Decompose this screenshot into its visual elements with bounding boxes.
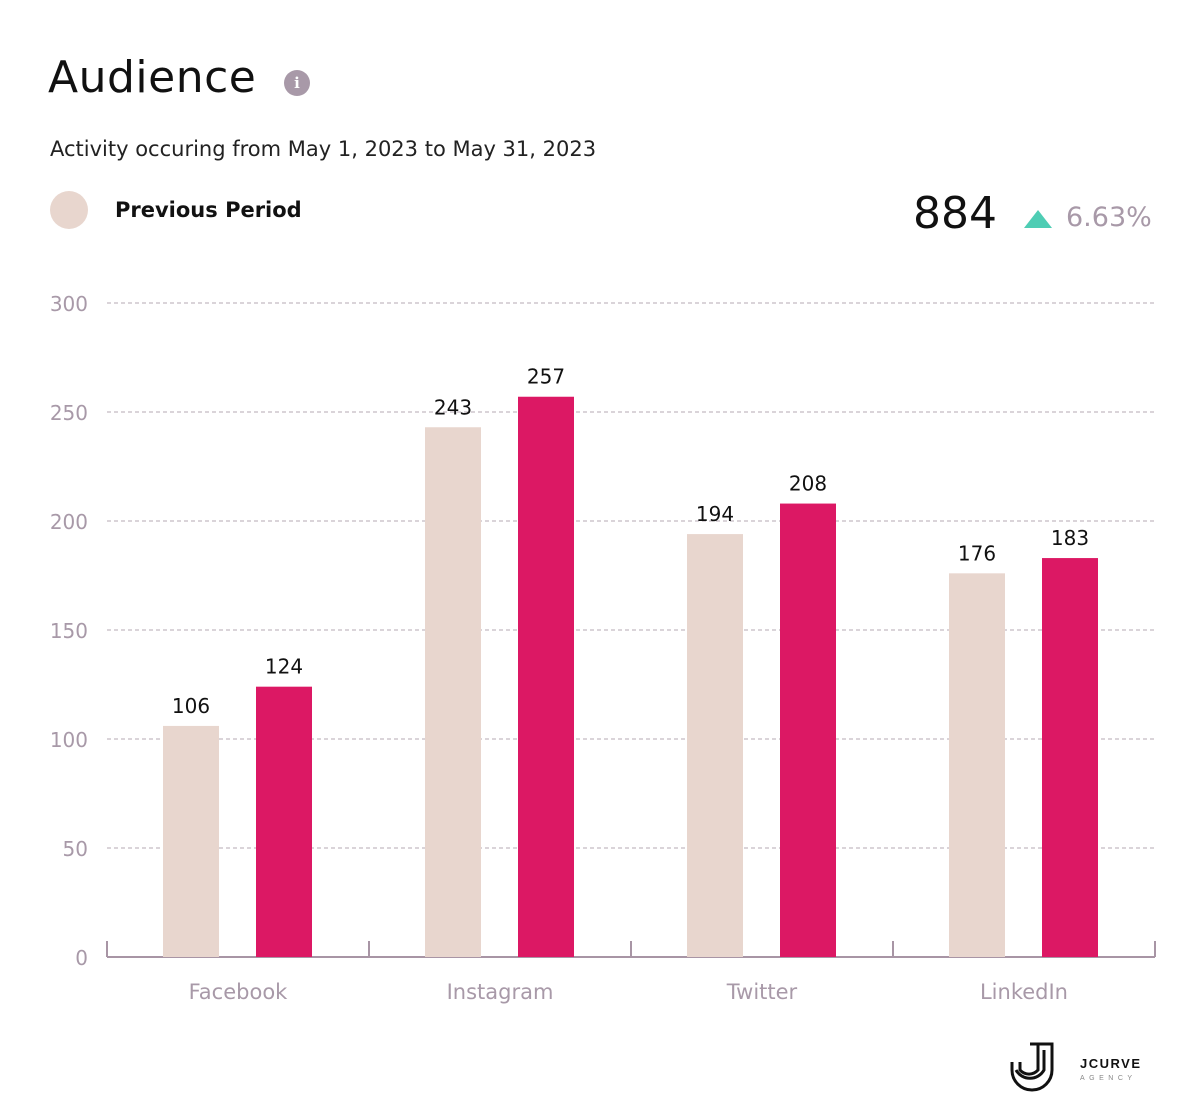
data-label: 124	[265, 655, 303, 679]
y-tick-label: 0	[75, 946, 88, 970]
data-label: 194	[696, 502, 734, 526]
bar-current	[518, 396, 574, 957]
legend-label-previous[interactable]: Previous Period	[115, 198, 302, 222]
x-tick-label: Facebook	[189, 980, 289, 1004]
bar-current	[256, 686, 312, 957]
y-tick-label: 50	[63, 837, 88, 861]
data-label: 257	[527, 365, 565, 389]
y-tick-label: 200	[50, 510, 88, 534]
y-tick-label: 300	[50, 292, 88, 316]
y-tick-label: 150	[50, 619, 88, 643]
svg-text:AGENCY: AGENCY	[1080, 1075, 1137, 1082]
x-tick-label: Instagram	[447, 980, 554, 1004]
data-label: 243	[434, 395, 472, 419]
triangle-up-icon	[1024, 210, 1052, 228]
data-label: 208	[789, 472, 827, 496]
bar-previous	[687, 534, 743, 957]
bar-previous	[949, 573, 1005, 957]
x-tick-label: LinkedIn	[980, 980, 1068, 1004]
y-tick-label: 100	[50, 728, 88, 752]
y-tick-label: 250	[50, 401, 88, 425]
info-icon[interactable]: i	[284, 70, 310, 96]
bar-current	[780, 503, 836, 957]
date-range-subtitle: Activity occuring from May 1, 2023 to Ma…	[50, 137, 597, 161]
bar-previous	[425, 427, 481, 957]
bar-current	[1042, 558, 1098, 957]
svg-text:JCURVE: JCURVE	[1080, 1056, 1142, 1071]
data-label: 183	[1051, 526, 1089, 550]
total-value: 884	[913, 188, 997, 239]
legend-swatch-previous	[50, 191, 88, 229]
page-title: Audience	[48, 52, 257, 103]
bar-previous	[163, 725, 219, 957]
data-label: 106	[172, 694, 210, 718]
data-label: 176	[958, 541, 996, 565]
x-tick-label: Twitter	[726, 980, 798, 1004]
jcurve-logo: JCURVE AGENCY	[1010, 1042, 1142, 1092]
change-percent: 6.63%	[1066, 202, 1152, 233]
